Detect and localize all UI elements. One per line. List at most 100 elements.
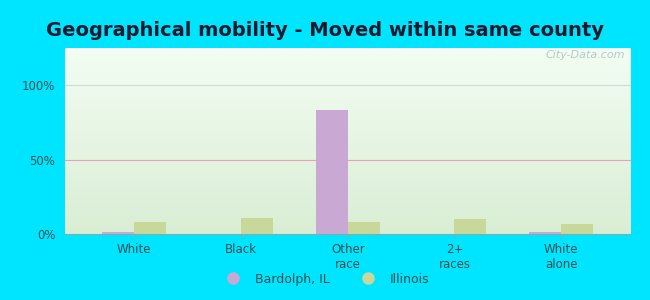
Bar bbox=[65, 93, 630, 94]
Bar bbox=[65, 217, 630, 219]
Bar bbox=[65, 152, 630, 154]
Bar bbox=[65, 139, 630, 141]
Bar bbox=[65, 111, 630, 113]
Bar bbox=[65, 208, 630, 210]
Bar bbox=[65, 154, 630, 156]
Bar bbox=[65, 161, 630, 163]
Bar bbox=[65, 72, 630, 74]
Bar bbox=[65, 178, 630, 180]
Bar bbox=[65, 76, 630, 78]
Bar bbox=[65, 106, 630, 107]
Bar bbox=[65, 171, 630, 172]
Bar bbox=[65, 221, 630, 223]
Bar bbox=[65, 147, 630, 148]
Bar bbox=[348, 222, 380, 234]
Bar bbox=[65, 85, 630, 87]
Bar bbox=[65, 232, 630, 234]
Bar bbox=[65, 141, 630, 143]
Bar bbox=[561, 224, 593, 234]
Bar bbox=[65, 137, 630, 139]
Bar bbox=[65, 130, 630, 132]
Bar bbox=[65, 96, 630, 98]
Bar bbox=[65, 82, 630, 83]
Bar bbox=[65, 195, 630, 197]
Bar bbox=[65, 143, 630, 145]
Bar bbox=[65, 167, 630, 169]
Bar bbox=[65, 107, 630, 110]
Bar bbox=[65, 225, 630, 226]
Bar bbox=[65, 148, 630, 150]
Bar bbox=[65, 67, 630, 68]
Bar bbox=[316, 110, 348, 234]
Bar bbox=[65, 200, 630, 202]
Text: Geographical mobility - Moved within same county: Geographical mobility - Moved within sam… bbox=[46, 21, 604, 40]
Bar bbox=[102, 232, 135, 234]
Text: City-Data.com: City-Data.com bbox=[545, 50, 625, 60]
Bar bbox=[65, 59, 630, 61]
Bar bbox=[65, 134, 630, 135]
Bar bbox=[65, 74, 630, 76]
Bar bbox=[65, 163, 630, 165]
Bar bbox=[65, 169, 630, 171]
Bar bbox=[65, 102, 630, 104]
Bar bbox=[65, 121, 630, 122]
Bar bbox=[65, 78, 630, 80]
Bar bbox=[65, 104, 630, 106]
Bar bbox=[65, 219, 630, 221]
Bar bbox=[65, 122, 630, 124]
Bar bbox=[65, 176, 630, 178]
Bar bbox=[65, 182, 630, 184]
Bar bbox=[65, 191, 630, 193]
Bar bbox=[65, 150, 630, 152]
Bar bbox=[65, 83, 630, 85]
Bar bbox=[65, 52, 630, 54]
Bar bbox=[65, 117, 630, 119]
Bar bbox=[65, 158, 630, 160]
Bar bbox=[65, 184, 630, 186]
Bar bbox=[65, 214, 630, 215]
Bar bbox=[65, 56, 630, 57]
Bar bbox=[65, 202, 630, 204]
Bar bbox=[65, 68, 630, 70]
Bar bbox=[65, 175, 630, 176]
Bar bbox=[65, 193, 630, 195]
Bar bbox=[65, 180, 630, 182]
Bar bbox=[65, 89, 630, 91]
Bar bbox=[65, 65, 630, 67]
Bar bbox=[65, 156, 630, 158]
Bar bbox=[65, 110, 630, 111]
Bar bbox=[65, 197, 630, 199]
Bar bbox=[65, 91, 630, 93]
Bar bbox=[454, 219, 486, 234]
Bar bbox=[65, 199, 630, 200]
Bar bbox=[65, 57, 630, 59]
Bar bbox=[65, 132, 630, 134]
Bar bbox=[65, 98, 630, 100]
Bar bbox=[65, 210, 630, 212]
Bar bbox=[65, 126, 630, 128]
Bar bbox=[65, 212, 630, 214]
Bar bbox=[65, 228, 630, 230]
Bar bbox=[65, 87, 630, 89]
Bar bbox=[65, 172, 630, 175]
Bar bbox=[65, 80, 630, 82]
Bar bbox=[65, 54, 630, 56]
Bar bbox=[65, 206, 630, 208]
Bar bbox=[135, 222, 166, 234]
Bar bbox=[65, 215, 630, 217]
Bar bbox=[65, 50, 630, 52]
Bar bbox=[65, 135, 630, 137]
Bar bbox=[65, 119, 630, 121]
Bar bbox=[65, 160, 630, 161]
Bar bbox=[65, 186, 630, 188]
Bar bbox=[65, 63, 630, 65]
Bar bbox=[65, 94, 630, 96]
Bar bbox=[65, 165, 630, 167]
Bar bbox=[65, 100, 630, 102]
Bar bbox=[65, 145, 630, 147]
Bar bbox=[241, 218, 273, 234]
Bar bbox=[65, 70, 630, 72]
Bar bbox=[65, 48, 630, 50]
Bar bbox=[65, 204, 630, 206]
Bar bbox=[65, 115, 630, 117]
